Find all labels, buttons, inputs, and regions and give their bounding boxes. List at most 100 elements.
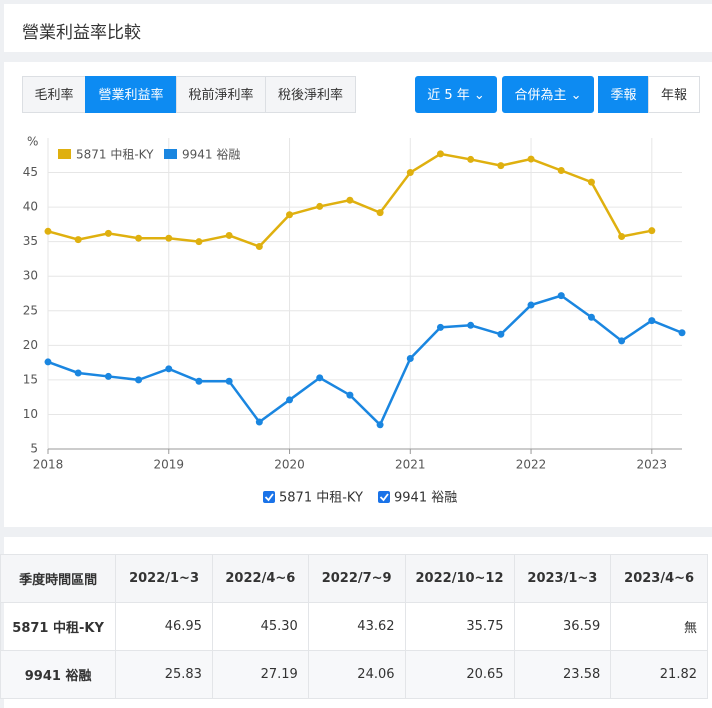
table-cell: 9941 裕融 — [0, 650, 117, 699]
legend-label: 9941 裕融 — [182, 147, 240, 162]
data-point — [467, 155, 475, 163]
x-tick-label: 2020 — [274, 458, 305, 472]
header-cell: 2023/1~3 — [513, 554, 612, 603]
x-tick-label: 2019 — [153, 458, 184, 472]
data-point — [527, 155, 535, 163]
tab[interactable]: 稅後淨利率 — [265, 76, 356, 113]
page-title: 營業利益率比較 — [22, 23, 141, 43]
y-tick-label: 5 — [30, 442, 38, 456]
data-point — [346, 391, 354, 399]
data-point — [104, 229, 112, 237]
data-point — [497, 330, 505, 338]
data-point — [74, 236, 82, 244]
header-row: 季度時間區間 2022/1~3 2022/4~6 2022/7~9 2022/10~12… — [0, 554, 708, 603]
y-tick-label: 30 — [23, 269, 38, 283]
table-cell: 20.65 — [404, 650, 515, 699]
tab[interactable]: 稅前淨利率 — [176, 76, 266, 113]
table-row: 5871 中租-KY 46.95 45.30 43.62 35.75 36.59 無 — [0, 602, 708, 651]
data-point — [286, 396, 294, 404]
data-point — [225, 377, 233, 385]
legend-checkbox[interactable]: 5871 中租-KY — [263, 491, 363, 506]
data-point — [195, 377, 203, 385]
data-point — [286, 211, 294, 219]
data-point — [497, 162, 505, 170]
table-cell: 5871 中租-KY — [0, 602, 117, 651]
x-tick-label: 2018 — [33, 458, 64, 472]
table-cell: 24.06 — [307, 650, 406, 699]
data-point — [648, 227, 656, 235]
toggle[interactable]: 季報 — [598, 76, 649, 113]
data-point — [104, 372, 112, 380]
toggle[interactable]: 年報 — [648, 76, 700, 113]
header-cell: 2022/10~12 — [404, 554, 515, 603]
dropdown[interactable]: 近 5 年 ⌄ — [415, 76, 497, 113]
checkmark — [379, 493, 389, 502]
data-point — [255, 418, 263, 426]
data-point — [618, 337, 626, 345]
dropdown[interactable]: 合併為主 ⌄ — [502, 76, 594, 113]
tab[interactable]: 營業利益率 — [85, 76, 177, 113]
data-point — [406, 354, 414, 362]
y-tick-label: 40 — [23, 200, 38, 214]
data-point — [406, 169, 414, 177]
data-point — [135, 234, 143, 242]
y-tick-label: 10 — [23, 407, 38, 421]
checkbox-label: 5871 中租-KY — [279, 491, 363, 506]
header-cell: 季度時間區間 — [0, 554, 117, 603]
table-cell: 36.59 — [513, 602, 612, 651]
data-point — [165, 365, 173, 373]
data-point — [255, 243, 263, 251]
data-point — [678, 329, 686, 337]
y-tick-label: 20 — [23, 338, 38, 352]
table-cell: 27.19 — [211, 650, 309, 699]
checkbox — [263, 491, 275, 503]
table-cell: 45.30 — [211, 602, 309, 651]
legend-checkbox[interactable]: 9941 裕融 — [378, 491, 457, 506]
table-cell: 25.83 — [115, 650, 213, 699]
header-cell: 2022/7~9 — [307, 554, 406, 603]
data-point — [527, 301, 535, 309]
table-cell: 35.75 — [404, 602, 515, 651]
data-point — [165, 234, 173, 242]
data-point — [135, 376, 143, 384]
y-axis-label: % — [27, 135, 38, 149]
data-point — [376, 421, 384, 429]
data-point — [346, 196, 354, 204]
series-line — [47, 294, 683, 427]
table-card: 季度時間區間 2022/1~3 2022/4~6 2022/7~9 2022/10~12… — [0, 537, 712, 708]
header: 營業利益率比較 — [4, 4, 712, 52]
table-cell: 23.58 — [513, 650, 612, 699]
legend-swatch — [58, 149, 71, 159]
data-point — [467, 321, 475, 329]
legend-swatch — [164, 149, 177, 159]
data-point — [557, 166, 565, 174]
x-tick-label: 2021 — [395, 458, 426, 472]
data-point — [648, 317, 656, 325]
dropdown-label: 近 5 年 — [427, 88, 470, 103]
checkbox — [378, 491, 390, 503]
data-point — [316, 374, 324, 382]
checkbox-label: 9941 裕融 — [394, 491, 457, 506]
data-point — [376, 209, 384, 217]
table-cell: 無 — [610, 602, 708, 651]
data-point — [618, 232, 626, 240]
header-cell: 2023/4~6 — [610, 554, 708, 603]
table-cell: 46.95 — [115, 602, 213, 651]
data-point — [316, 202, 324, 210]
data-point — [74, 369, 82, 377]
y-tick-label: 35 — [23, 234, 38, 248]
table-cell: 43.62 — [307, 602, 406, 651]
header-cell: 2022/4~6 — [211, 554, 309, 603]
checkmark — [264, 493, 274, 502]
data-point — [436, 150, 444, 158]
table-cell: 21.82 — [610, 650, 708, 699]
data-point — [44, 227, 52, 235]
y-tick-label: 45 — [23, 165, 38, 179]
data-point — [225, 231, 233, 239]
x-tick-label: 2022 — [516, 458, 547, 472]
dropdown-label: 合併為主 — [514, 88, 567, 103]
data-point — [587, 313, 595, 321]
data-point — [587, 178, 595, 186]
